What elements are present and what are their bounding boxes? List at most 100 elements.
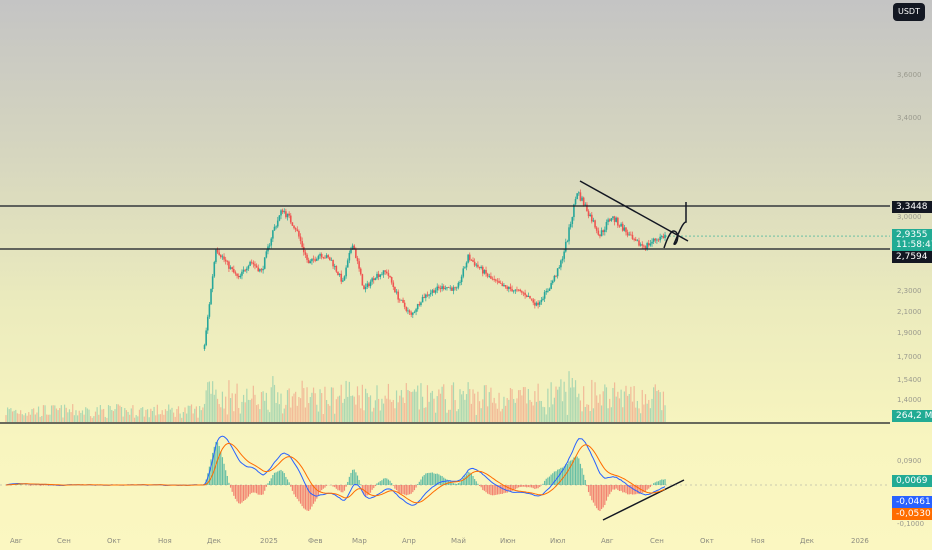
macd-hist-bar bbox=[539, 485, 541, 488]
volume-bar bbox=[583, 386, 585, 422]
candle-body bbox=[532, 299, 535, 303]
macd-hist-bar bbox=[477, 483, 479, 485]
volume-bar bbox=[290, 407, 292, 422]
volume-bar bbox=[5, 415, 7, 422]
macd-hist-bar bbox=[615, 485, 617, 489]
volume-bar bbox=[615, 396, 617, 422]
volume-bar bbox=[278, 404, 280, 422]
macd-hist-bar bbox=[531, 485, 533, 488]
volume-bar bbox=[174, 416, 176, 422]
volume-bar bbox=[202, 407, 204, 422]
macd-hist-bar bbox=[347, 481, 349, 485]
macd-hist-bar bbox=[643, 485, 645, 493]
macd-hist-bar bbox=[532, 485, 534, 489]
volume-bar bbox=[11, 411, 14, 422]
volume-bar bbox=[643, 404, 645, 422]
candle-body bbox=[236, 273, 238, 276]
macd-hist-bar bbox=[597, 485, 599, 511]
volume-bar bbox=[443, 384, 445, 422]
candle-body bbox=[625, 227, 627, 233]
candle-body bbox=[348, 252, 351, 261]
volume-bar bbox=[503, 396, 505, 422]
volume-bar bbox=[182, 412, 184, 422]
volume-bar bbox=[244, 402, 246, 422]
candle-body bbox=[462, 268, 465, 277]
macd-hist-bar bbox=[379, 481, 381, 485]
candle-body bbox=[452, 287, 455, 291]
macd-hist-bar bbox=[452, 483, 455, 485]
candle-body bbox=[285, 211, 287, 218]
volume-bar bbox=[571, 377, 573, 422]
volume-bar bbox=[609, 398, 611, 422]
candle-body bbox=[242, 269, 245, 272]
macd-hist-bar bbox=[426, 473, 429, 485]
countdown-label: 11:58:47 bbox=[892, 240, 932, 251]
volume-bar bbox=[360, 408, 362, 422]
macd-hist-bar bbox=[316, 485, 318, 499]
macd-hist-bar bbox=[319, 485, 321, 492]
candle-body bbox=[215, 249, 217, 263]
volume-bar bbox=[270, 387, 272, 422]
macd-hist-bar bbox=[504, 485, 507, 493]
volume-bar bbox=[255, 405, 258, 422]
volume-bar bbox=[88, 409, 90, 422]
volume-bar bbox=[392, 399, 394, 422]
volume-bar bbox=[531, 401, 533, 422]
macd-hist-bar bbox=[500, 485, 502, 494]
volume-bar bbox=[195, 406, 197, 422]
candle-body bbox=[250, 261, 253, 263]
macd-hist-bar bbox=[560, 467, 562, 485]
volume-bar bbox=[49, 414, 51, 422]
candle-body bbox=[233, 269, 235, 273]
macd-hist-bar bbox=[241, 485, 243, 503]
volume-bar bbox=[111, 409, 113, 422]
macd-hist-bar bbox=[545, 478, 547, 485]
macd-hist-bar bbox=[324, 485, 326, 488]
volume-bar bbox=[358, 395, 360, 422]
volume-bar bbox=[417, 385, 419, 422]
volume-bar bbox=[120, 406, 123, 422]
volume-bar bbox=[145, 409, 147, 422]
volume-bar bbox=[439, 393, 442, 422]
candle-body bbox=[633, 238, 635, 240]
candle-body bbox=[641, 244, 644, 246]
time-axis: Авг Сен Окт Ноя Дек 2025 Фев Мар Апр Май Июн Июл Авг… bbox=[10, 537, 869, 545]
volume-bar bbox=[324, 386, 326, 422]
descending-trendline[interactable] bbox=[579, 180, 689, 242]
volume-bar bbox=[16, 413, 18, 422]
volume-bar bbox=[537, 383, 539, 422]
candle-body bbox=[312, 258, 315, 260]
currency-button[interactable]: USDT bbox=[893, 3, 925, 21]
macd-hist-bar bbox=[332, 485, 334, 487]
volume-bar bbox=[260, 392, 263, 422]
volume-bar bbox=[596, 395, 598, 422]
candle-body bbox=[602, 230, 605, 233]
volume-bar bbox=[391, 401, 393, 422]
macd-hist-bar bbox=[257, 485, 259, 495]
candle-body bbox=[268, 245, 271, 247]
candle-body bbox=[617, 217, 619, 226]
macd-hist-bar bbox=[490, 485, 492, 496]
volume-bar bbox=[75, 410, 77, 422]
volume-bar bbox=[511, 389, 513, 422]
macd-rising-trendline[interactable] bbox=[602, 479, 685, 521]
volume-bar bbox=[461, 394, 463, 422]
volume-bar bbox=[321, 393, 323, 422]
volume-bar bbox=[337, 396, 339, 422]
volume-bar bbox=[517, 390, 520, 422]
volume-bar bbox=[407, 389, 409, 422]
candle-body bbox=[460, 276, 463, 283]
candle-body bbox=[355, 249, 357, 258]
volume-bar bbox=[350, 395, 352, 422]
projection-path[interactable] bbox=[663, 202, 687, 249]
volume-bar bbox=[122, 416, 124, 422]
macd-hist-bar bbox=[439, 475, 442, 485]
volume-bar bbox=[252, 385, 254, 422]
candle-body bbox=[499, 282, 502, 284]
volume-bar bbox=[659, 392, 661, 422]
candle-body bbox=[306, 254, 308, 260]
volume-bar bbox=[119, 405, 121, 422]
macd-hist-bar bbox=[213, 446, 215, 485]
volume-bar bbox=[570, 387, 572, 422]
